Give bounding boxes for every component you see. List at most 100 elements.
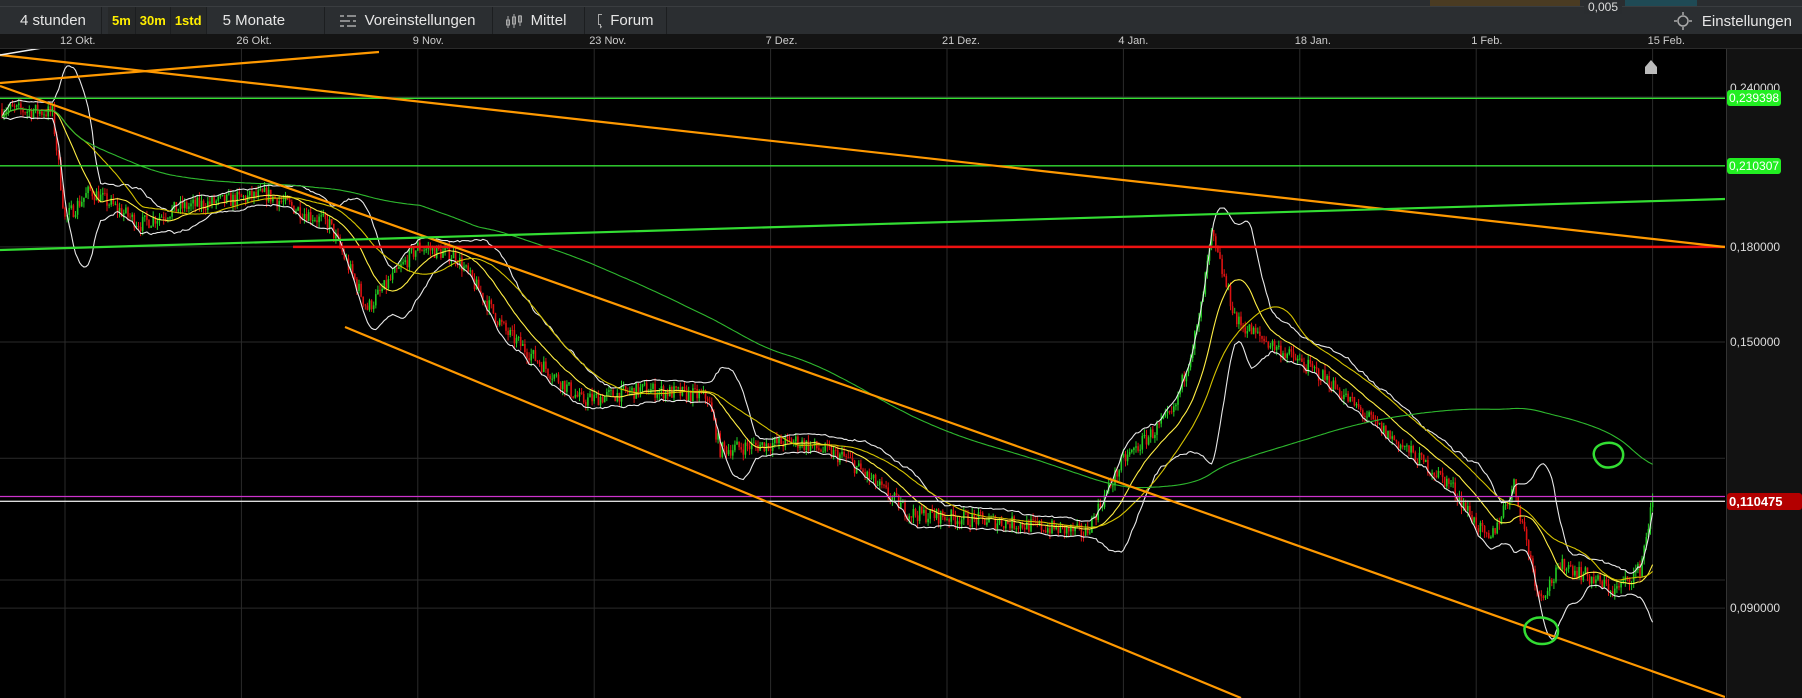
candle-body xyxy=(385,280,388,289)
candle-body xyxy=(467,265,469,272)
candle-body xyxy=(1628,578,1631,585)
candle-body xyxy=(1383,425,1385,434)
candle-body xyxy=(1473,517,1475,523)
candle-body xyxy=(1630,583,1633,585)
moving-average-mid xyxy=(1,108,1653,581)
candle-body xyxy=(461,257,463,271)
candle-body xyxy=(452,251,455,259)
candle-body xyxy=(108,204,110,206)
candle-body xyxy=(522,343,524,346)
trend-line xyxy=(0,50,380,85)
candle-body xyxy=(309,212,312,221)
candle-body xyxy=(545,361,547,369)
candle-body xyxy=(488,300,490,311)
candle-body xyxy=(13,106,16,108)
candle-body xyxy=(568,382,570,385)
candle-body xyxy=(196,197,199,207)
interval-selector[interactable]: 4 stunden xyxy=(0,6,102,35)
candle-body xyxy=(862,469,864,472)
candle-body xyxy=(1464,502,1467,511)
candle-body xyxy=(1221,258,1223,274)
candle-body xyxy=(1252,327,1255,335)
candle-body xyxy=(316,220,318,223)
candle-body xyxy=(1481,522,1484,526)
candle-body xyxy=(1292,351,1295,358)
candle-body xyxy=(1448,478,1450,484)
indicator-button[interactable]: Mittel xyxy=(493,6,585,35)
price-axis[interactable] xyxy=(1726,49,1802,698)
candle-body xyxy=(809,444,812,452)
candle-body xyxy=(658,390,661,395)
candle-body xyxy=(349,264,352,271)
candle-body xyxy=(307,212,310,222)
candle-body xyxy=(240,194,243,197)
candle-body xyxy=(471,270,474,279)
interval-30m-button[interactable]: 30m xyxy=(135,6,171,35)
candle-body xyxy=(215,200,217,204)
candle-body xyxy=(1160,418,1162,424)
candle-body xyxy=(410,247,413,250)
candle-body xyxy=(1238,316,1240,325)
candle-body xyxy=(1540,593,1543,597)
forum-button[interactable]: Forum xyxy=(585,6,667,35)
candle-body xyxy=(55,134,58,151)
candle-body xyxy=(1485,532,1488,534)
candle-body xyxy=(547,368,549,376)
candle-body xyxy=(194,199,196,207)
interval-5m-button[interactable]: 5m xyxy=(108,6,136,35)
candle-body xyxy=(482,293,484,302)
price-tick-label: 0,090000 xyxy=(1730,601,1781,616)
candle-body xyxy=(43,114,45,116)
candle-body xyxy=(900,502,902,509)
candle-body xyxy=(524,343,526,353)
candle-body xyxy=(177,209,180,212)
candle-body xyxy=(1626,576,1629,579)
candle-body xyxy=(1126,454,1129,462)
presets-button[interactable]: Voreinstellungen xyxy=(325,6,493,35)
candle-body xyxy=(820,449,822,452)
candle-body xyxy=(190,203,192,207)
candle-body xyxy=(1467,505,1469,511)
candle-body xyxy=(507,330,509,336)
candle-body xyxy=(421,250,423,252)
candle-body xyxy=(1521,520,1524,522)
candle-body xyxy=(393,268,396,273)
candle-body xyxy=(30,109,33,118)
candle-body xyxy=(1643,545,1645,559)
candle-body xyxy=(498,319,501,325)
candle-body xyxy=(1454,482,1456,497)
candle-body xyxy=(293,205,295,214)
candle-body xyxy=(131,214,133,217)
candle-body xyxy=(687,390,690,401)
candle-body xyxy=(1332,380,1335,392)
candle-body xyxy=(1303,361,1305,368)
candle-body xyxy=(34,104,37,111)
candle-body xyxy=(1091,517,1093,533)
gear-icon xyxy=(1673,12,1692,30)
range-selector[interactable]: 5 Monate xyxy=(207,6,325,35)
candle-body xyxy=(236,191,238,206)
candle-body xyxy=(1023,527,1026,530)
candle-body xyxy=(944,517,946,520)
candle-body xyxy=(608,390,610,392)
candle-body xyxy=(1068,527,1070,532)
candle-body xyxy=(9,104,12,109)
candle-body xyxy=(918,506,921,522)
candle-body xyxy=(200,200,203,208)
candle-body xyxy=(198,197,201,208)
candle-body xyxy=(956,521,959,525)
candle-body xyxy=(1263,338,1265,342)
interval-1std-button[interactable]: 1std xyxy=(170,6,207,35)
candle-body xyxy=(1309,359,1312,364)
candle-body xyxy=(1288,349,1291,354)
candle-body xyxy=(843,452,845,457)
candle-body xyxy=(1051,520,1053,534)
settings-button[interactable]: Einstellungen xyxy=(1673,7,1792,35)
candle-body xyxy=(662,386,665,399)
candle-body xyxy=(704,390,707,399)
candle-body xyxy=(490,300,493,305)
candle-body xyxy=(28,109,31,112)
speech-bubble-icon xyxy=(597,13,603,28)
candle-body xyxy=(1345,393,1347,395)
